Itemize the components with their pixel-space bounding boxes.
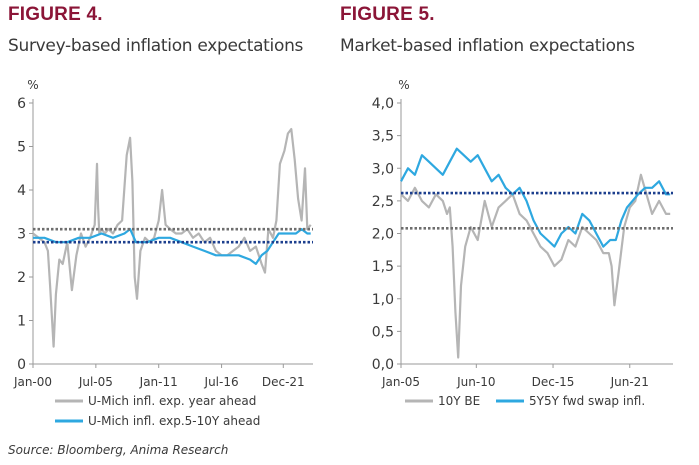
y-tick-label: 3 [17, 227, 26, 243]
y-tick-label: 3,5 [372, 129, 394, 145]
x-tick-label: Jan-00 [13, 375, 52, 389]
y-tick-label: 3,0 [372, 161, 394, 177]
x-tick-label: Jul-16 [204, 375, 239, 389]
y-tick-label: 5 [17, 140, 26, 156]
y-tick-label: 1,0 [372, 292, 394, 308]
figure-4-label: FIGURE 4. [8, 4, 103, 25]
y-axis-unit-label: % [27, 78, 38, 92]
x-tick-label: Jun-21 [610, 375, 649, 389]
y-tick-label: 2 [17, 270, 26, 286]
source-note: Source: Bloomberg, Anima Research [8, 443, 229, 457]
y-tick-label: 0,5 [372, 324, 394, 340]
x-tick-label: Jan-11 [139, 375, 178, 389]
legend-label: U-Mich infl. exp. year ahead [88, 394, 256, 408]
x-tick-label: Jul-05 [78, 375, 113, 389]
series-line-2 [33, 228, 311, 265]
y-tick-label: 2,5 [372, 194, 394, 210]
legend-label: U-Mich infl. exp.5-10Y ahead [88, 414, 260, 428]
y-tick-label: 0 [17, 357, 26, 373]
y-tick-label: 4 [17, 183, 26, 199]
figure-4-title: Survey-based inflation expectations [8, 36, 304, 56]
figure-5-label: FIGURE 5. [340, 4, 435, 25]
legend-label: 5Y5Y fwd swap infl. [529, 394, 645, 408]
x-tick-label: Dec-21 [262, 375, 305, 389]
y-axis-unit-label: % [398, 78, 409, 92]
figure-5-title: Market-based inflation expectations [340, 36, 635, 56]
x-tick-label: Jun-10 [456, 375, 495, 389]
x-tick-label: Jan-05 [381, 375, 420, 389]
series-line-1 [400, 173, 671, 359]
y-tick-label: 4,0 [372, 96, 394, 112]
legend-label: 10Y BE [438, 394, 480, 408]
x-tick-label: Dec-15 [532, 375, 575, 389]
y-tick-label: 0,0 [372, 357, 394, 373]
series-line-2 [400, 147, 671, 248]
y-tick-label: 2,0 [372, 227, 394, 243]
y-tick-label: 6 [17, 96, 26, 112]
y-tick-label: 1 [17, 314, 26, 330]
y-tick-label: 1,5 [372, 259, 394, 275]
